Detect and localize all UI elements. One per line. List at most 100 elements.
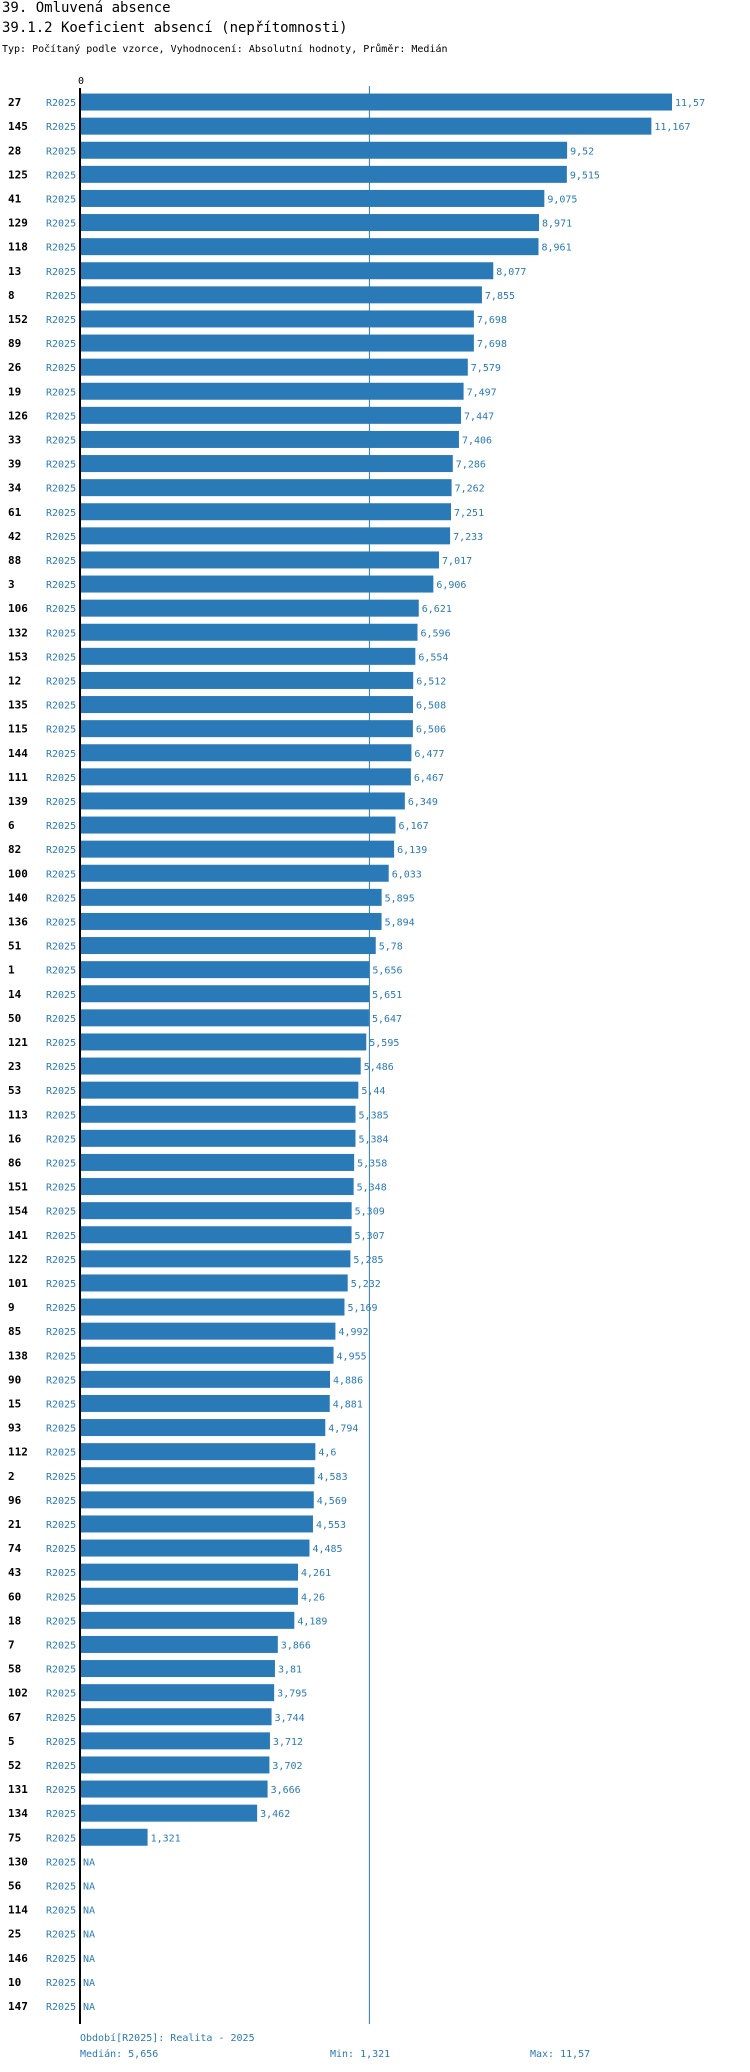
median-label: Medián: 5,656: [80, 2049, 159, 2060]
value-label: 4,794: [328, 1424, 358, 1435]
category-label: 25: [8, 1928, 21, 1941]
series-label: R2025: [46, 1713, 76, 1724]
bar: [80, 1033, 367, 1051]
category-label: 96: [8, 1494, 22, 1507]
series-label: R2025: [46, 917, 76, 928]
bar: [80, 1226, 352, 1244]
series-label: R2025: [46, 869, 76, 880]
category-label: 1: [8, 964, 15, 977]
series-label: R2025: [46, 1640, 76, 1651]
value-label: 6,508: [416, 701, 446, 712]
series-label: R2025: [46, 845, 76, 856]
bar: [80, 792, 405, 810]
series-label: R2025: [46, 1110, 76, 1121]
category-label: 82: [8, 843, 21, 856]
category-label: 39: [8, 458, 21, 471]
series-label: R2025: [46, 1616, 76, 1627]
series-label: R2025: [46, 1737, 76, 1748]
bar: [80, 696, 413, 714]
bar: [80, 1611, 295, 1629]
bar: [80, 912, 382, 930]
category-label: 153: [8, 650, 28, 663]
bar: [80, 1370, 331, 1388]
series-label: R2025: [46, 1592, 76, 1603]
series-label: R2025: [46, 1327, 76, 1338]
value-label: NA: [83, 1857, 95, 1868]
series-label: R2025: [46, 1255, 76, 1266]
category-label: 75: [8, 1831, 21, 1844]
series-label: R2025: [46, 387, 76, 398]
series-label: R2025: [46, 1496, 76, 1507]
category-label: 113: [8, 1108, 28, 1121]
value-label: 3,744: [275, 1713, 305, 1724]
bar: [80, 1443, 316, 1461]
value-label: 4,189: [297, 1616, 327, 1627]
series-label: R2025: [46, 98, 76, 109]
bar: [80, 816, 396, 834]
series-label: R2025: [46, 219, 76, 230]
series-label: R2025: [46, 676, 76, 687]
value-label: 7,286: [456, 460, 486, 471]
category-label: 50: [8, 1012, 21, 1025]
series-label: R2025: [46, 1399, 76, 1410]
bar: [80, 1009, 369, 1027]
value-label: 4,569: [317, 1496, 347, 1507]
series-label: R2025: [46, 1231, 76, 1242]
value-label: 6,621: [422, 604, 452, 615]
value-label: 6,167: [399, 821, 429, 832]
series-label: R2025: [46, 1954, 76, 1965]
category-label: 58: [8, 1663, 21, 1676]
series-label: R2025: [46, 1038, 76, 1049]
category-label: 147: [8, 2000, 28, 2013]
series-label: R2025: [46, 1906, 76, 1917]
value-label: 6,596: [420, 628, 450, 639]
bar: [80, 382, 464, 400]
category-label: 134: [8, 1807, 28, 1820]
value-label: 7,233: [453, 532, 483, 543]
series-label: R2025: [46, 1207, 76, 1218]
value-label: 7,262: [455, 484, 485, 495]
value-label: 5,895: [385, 893, 415, 904]
series-label: R2025: [46, 1062, 76, 1073]
value-label: 6,139: [397, 845, 427, 856]
value-label: 4,955: [337, 1351, 367, 1362]
value-label: 7,251: [454, 508, 484, 519]
bar: [80, 117, 652, 135]
value-label: 3,81: [278, 1665, 302, 1676]
value-label: 5,78: [379, 942, 403, 953]
series-label: R2025: [46, 1279, 76, 1290]
bar: [80, 1828, 148, 1846]
chart-subtitle: 39.1.2 Koeficient absencí (nepřítomnosti…: [2, 20, 348, 36]
bar: [80, 1298, 345, 1316]
value-label: 4,26: [301, 1592, 325, 1603]
series-label: R2025: [46, 339, 76, 350]
series-label: R2025: [46, 821, 76, 832]
series-label: R2025: [46, 1472, 76, 1483]
bar: [80, 1178, 354, 1196]
category-label: 126: [8, 409, 28, 422]
category-label: 51: [8, 940, 22, 953]
category-label: 112: [8, 1446, 28, 1459]
series-label: R2025: [46, 363, 76, 374]
value-label: 8,971: [542, 219, 572, 230]
series-label: R2025: [46, 1086, 76, 1097]
value-label: NA: [83, 2002, 95, 2013]
bar: [80, 189, 545, 207]
bar: [80, 1563, 299, 1581]
category-label: 154: [8, 1205, 28, 1218]
value-label: 6,033: [392, 869, 422, 880]
bar: [80, 1346, 334, 1364]
value-label: 4,583: [317, 1472, 347, 1483]
value-label: 7,698: [477, 315, 507, 326]
value-label: 6,512: [416, 676, 446, 687]
series-label: R2025: [46, 1351, 76, 1362]
value-label: NA: [83, 1881, 95, 1892]
bar: [80, 1587, 298, 1605]
bar: [80, 864, 389, 882]
bar: [80, 1250, 351, 1268]
value-label: 5,385: [359, 1110, 389, 1121]
bar: [80, 1467, 315, 1485]
value-label: 5,647: [372, 1014, 402, 1025]
value-label: 5,384: [358, 1134, 388, 1145]
series-label: R2025: [46, 652, 76, 663]
